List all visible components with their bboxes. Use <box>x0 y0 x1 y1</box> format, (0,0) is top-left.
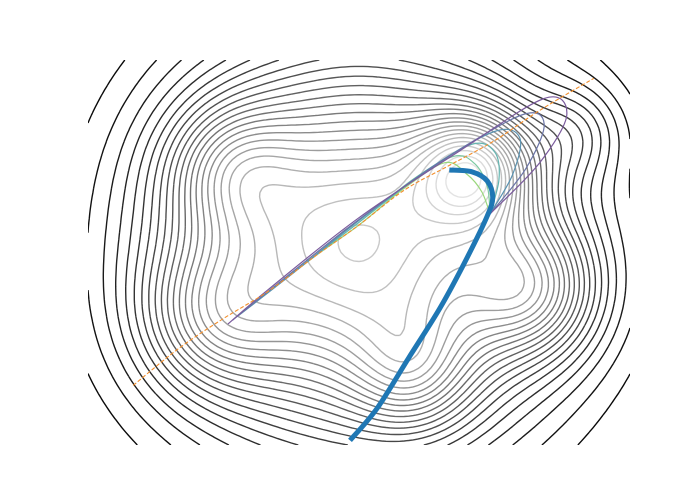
contour-level-16 <box>198 117 550 395</box>
contour-level-20 <box>239 132 511 363</box>
contour-level-10 <box>160 75 580 429</box>
contour-level-13 <box>178 103 566 412</box>
contour-level-18 <box>214 125 536 382</box>
contour-level-17 <box>205 121 543 389</box>
contour-level-8 <box>148 60 591 443</box>
contour-level-21 <box>258 136 507 337</box>
thin-trajectory-6 <box>227 96 568 325</box>
contour-level-4 <box>115 60 618 445</box>
dashed-diagonal-line <box>132 77 595 386</box>
thin-trajectory-5 <box>232 112 545 321</box>
contour-level-15 <box>191 112 555 401</box>
plot-area <box>88 60 630 445</box>
contour-level-6 <box>133 60 603 445</box>
contour-level-5 <box>125 60 610 445</box>
contour-level-7 <box>141 60 597 445</box>
thick-blue-path <box>348 167 496 443</box>
contour-level-23 <box>337 145 499 263</box>
contour-level-2 <box>88 60 630 445</box>
contour-level-3 <box>102 60 627 445</box>
contour-lines <box>88 60 630 445</box>
contour-level-9 <box>154 65 586 436</box>
contour-level-11 <box>166 84 575 423</box>
contour-level-12 <box>172 94 571 418</box>
contour-level-1 <box>88 60 630 445</box>
overlay-paths <box>132 77 595 443</box>
